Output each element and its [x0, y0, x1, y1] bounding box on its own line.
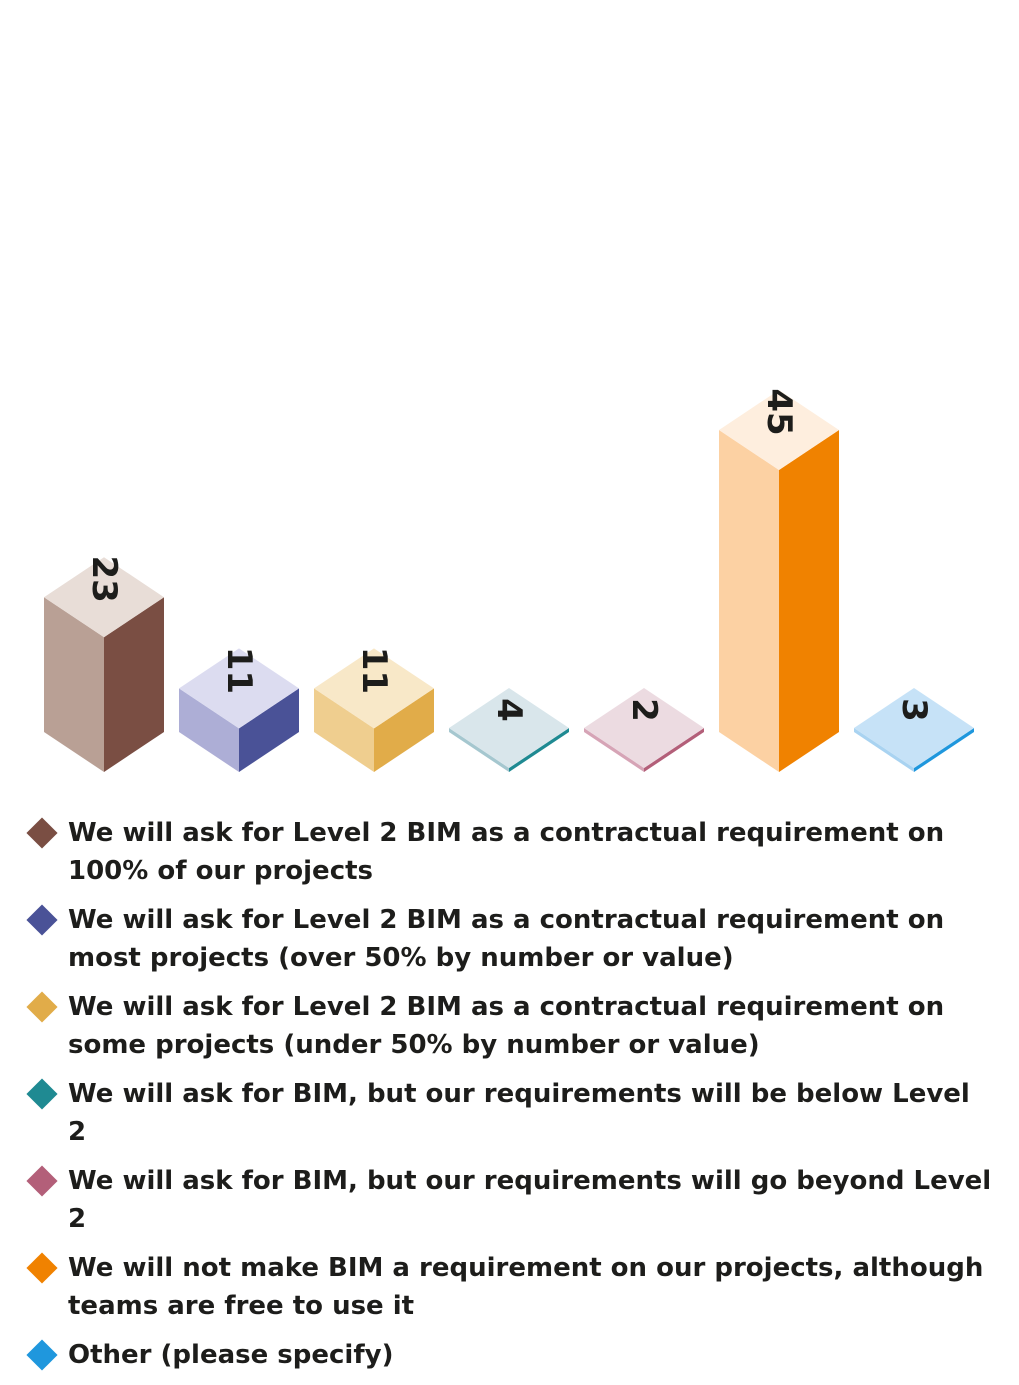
bar-value-label: 23	[84, 556, 124, 603]
legend-label: We will not make BIM a requirement on ou…	[68, 1253, 984, 1321]
bar-top-face	[179, 648, 299, 729]
bar-front-face	[44, 597, 104, 772]
bar-front-face	[179, 688, 239, 772]
bar-value-label: 4	[489, 698, 529, 722]
legend-item: We will not make BIM a requirement on ou…	[26, 1249, 996, 1325]
legend-item: Other (please specify)	[26, 1336, 996, 1374]
bar-side-face	[779, 430, 839, 772]
legend-diamond-marker	[26, 904, 58, 936]
bar-4: 4	[449, 688, 569, 772]
legend-diamond-marker	[26, 1078, 58, 1110]
bar-7: 3	[854, 688, 974, 772]
legend-item: We will ask for Level 2 BIM as a contrac…	[26, 814, 996, 890]
bar-front-face	[449, 728, 509, 772]
bar-value-label: 45	[759, 388, 799, 435]
bar-front-face	[719, 430, 779, 772]
legend-item: We will ask for BIM, but our requirement…	[26, 1075, 996, 1151]
legend-label: Other (please specify)	[68, 1340, 394, 1370]
bar-value-label: 11	[354, 647, 394, 694]
bar-top-face	[314, 648, 434, 729]
legend-item: We will ask for Level 2 BIM as a contrac…	[26, 988, 996, 1064]
legend-item: We will ask for BIM, but our requirement…	[26, 1162, 996, 1238]
bar-top-face	[44, 557, 164, 638]
legend-label: We will ask for BIM, but our requirement…	[68, 1166, 992, 1234]
bar-2: 11	[179, 647, 299, 772]
bar-top-face	[584, 688, 704, 768]
bar-value-label: 11	[219, 647, 259, 694]
bar-6: 45	[719, 388, 839, 772]
bar-3: 11	[314, 647, 434, 772]
legend-diamond-marker	[26, 1165, 58, 1197]
bar-side-face	[914, 728, 974, 772]
legend-diamond-marker	[26, 817, 58, 849]
bar-5: 2	[584, 688, 704, 772]
bar-chart: 23 11 11 4 2 45 3	[44, 388, 974, 772]
bar-front-face	[584, 728, 644, 772]
legend-diamond-marker	[26, 1339, 58, 1371]
bar-side-face	[104, 597, 164, 772]
bar-top-face	[854, 688, 974, 768]
legend-label: We will ask for BIM, but our requirement…	[68, 1079, 970, 1147]
bar-side-face	[374, 688, 434, 772]
bar-side-face	[239, 688, 299, 772]
bar-side-face	[644, 728, 704, 772]
chart-legend: We will ask for Level 2 BIM as a contrac…	[26, 814, 996, 1385]
bar-top-face	[449, 688, 569, 768]
legend-diamond-marker	[26, 991, 58, 1023]
legend-diamond-marker	[26, 1252, 58, 1284]
bar-value-label: 2	[624, 698, 664, 722]
legend-label: We will ask for Level 2 BIM as a contrac…	[68, 905, 945, 973]
bar-front-face	[314, 688, 374, 772]
legend-item: We will ask for Level 2 BIM as a contrac…	[26, 901, 996, 977]
bar-top-face	[719, 390, 839, 470]
legend-label: We will ask for Level 2 BIM as a contrac…	[68, 818, 945, 886]
bar-1: 23	[44, 556, 164, 772]
legend-label: We will ask for Level 2 BIM as a contrac…	[68, 992, 945, 1060]
bar-side-face	[509, 728, 569, 772]
bar-front-face	[854, 728, 914, 772]
bar-value-label: 3	[894, 698, 934, 722]
